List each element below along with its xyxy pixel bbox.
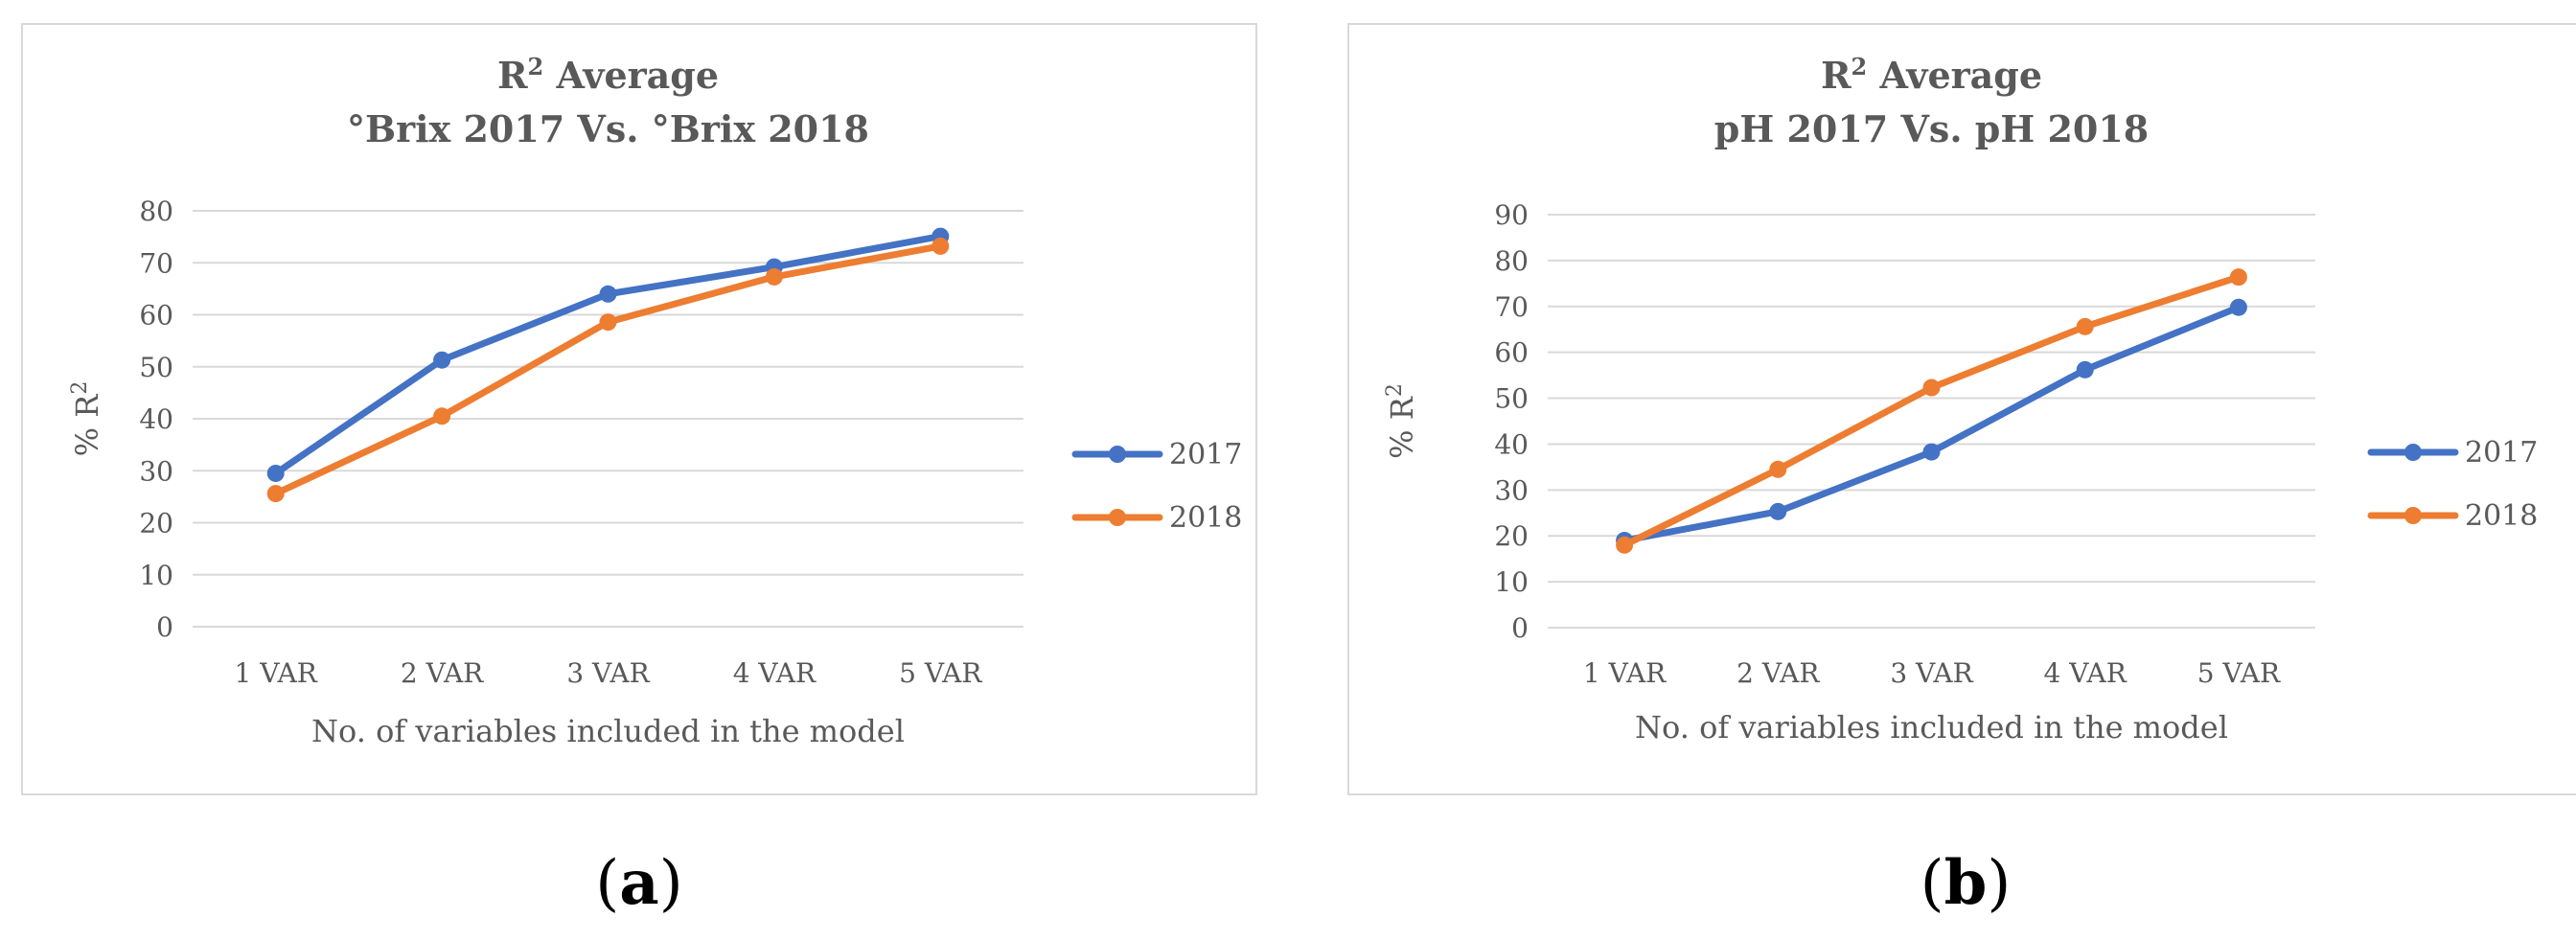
legend-label-b-2017: 2017 (2465, 436, 2538, 470)
data-point-b-2018-3 (1922, 379, 1941, 397)
chart-svg-a: R2 Average°Brix 2017 Vs. °Brix 201801020… (68, 53, 1242, 749)
legend-label-b-2018: 2018 (2465, 499, 2538, 533)
y-axis-label-a: % R2 (68, 381, 105, 457)
chart-title-line2-b: pH 2017 Vs. pH 2018 (1714, 107, 2150, 150)
x-tick-label-a-5: 5 VAR (899, 657, 982, 689)
caption-b-open: ( (1920, 848, 1944, 919)
data-point-b-2017-2 (1769, 502, 1787, 520)
data-point-b-2018-1 (1616, 536, 1634, 554)
data-point-a-2018-1 (266, 485, 285, 503)
chart-panel-b: R2 Average pH 2017 Vs. pH 2018 0 10 20 30 40 50… (1347, 23, 2576, 795)
data-point-a-2018-4 (765, 267, 783, 286)
data-point-b-2017-3 (1922, 443, 1941, 461)
chart-title-line1-b: R2 Average (1821, 53, 2042, 97)
y-tick-label-a-50: 50 (139, 352, 173, 383)
data-point-a-2017-1 (266, 464, 285, 482)
x-tick-label-b-3: 3 VAR (1890, 657, 1973, 689)
y-tick-label-a-60: 60 (139, 300, 173, 332)
y-axis-label-sup-a: 2 (68, 381, 92, 395)
y-tick-label-a-10: 10 (139, 560, 173, 591)
caption-a-close: ) (658, 848, 683, 919)
legend-marker-b-2018 (2404, 507, 2422, 524)
legend-marker-b-2017 (2404, 444, 2422, 461)
caption-b-letter: b (1944, 847, 1988, 919)
x-axis-label-a: No. of variables included in the model (311, 713, 905, 749)
y-tick-label-b-90: 90 (1494, 199, 1529, 231)
legend-label-a-2017: 2017 (1169, 438, 1242, 471)
y-tick-label-a-0: 0 (156, 611, 173, 643)
y-tick-label-b-20: 20 (1494, 520, 1529, 552)
legend-label-a-2018: 2018 (1169, 501, 1242, 535)
chart-title-line2-a: °Brix 2017 Vs. °Brix 2018 (347, 107, 869, 150)
caption-a-letter: a (619, 847, 659, 919)
x-axis-label-b: No. of variables included in the model (1635, 709, 2228, 746)
y-tick-label-b-80: 80 (1494, 245, 1529, 277)
data-point-a-2018-2 (433, 407, 451, 425)
x-tick-label-b-4: 4 VAR (2044, 657, 2128, 689)
x-tick-label-a-1: 1 VAR (235, 657, 318, 689)
legend-marker-a-2018 (1109, 509, 1126, 526)
x-tick-label-a-2: 2 VAR (401, 657, 484, 689)
chart-title-main-a: R (497, 54, 528, 97)
series-line-b-2018 (1621, 273, 2242, 549)
data-point-a-2017-3 (599, 285, 617, 303)
y-axis-label-main-a: % R (69, 394, 105, 457)
y-tick-label-b-70: 70 (1494, 291, 1529, 323)
y-axis-label-sup-b: 2 (1383, 383, 1407, 397)
y-tick-label-a-30: 30 (139, 455, 173, 487)
chart-title-line1-a: R2 Average (497, 53, 719, 97)
y-tick-label-b-50: 50 (1494, 383, 1529, 415)
y-tick-label-b-60: 60 (1494, 337, 1529, 369)
chart-title-sup-b: 2 (1852, 53, 1868, 80)
y-tick-label-a-80: 80 (139, 195, 173, 227)
y-tick-label-b-40: 40 (1494, 428, 1529, 460)
x-tick-label-b-2: 2 VAR (1736, 657, 1820, 689)
chart-title-rest-b: Average (1867, 54, 2042, 97)
data-point-a-2018-3 (599, 313, 617, 332)
caption-b-close: ) (1987, 848, 2012, 919)
caption-b: (b) (1822, 853, 2109, 915)
chart-title-rest-a: Average (543, 54, 719, 97)
y-axis-label-main-b: % R (1384, 396, 1420, 459)
x-tick-label-b-1: 1 VAR (1583, 657, 1667, 689)
data-point-b-2018-5 (2229, 268, 2247, 287)
series-line-b-2017 (1621, 304, 2242, 544)
data-point-b-2017-4 (2076, 360, 2094, 379)
x-tick-label-a-4: 4 VAR (733, 657, 816, 689)
y-tick-label-b-30: 30 (1494, 474, 1529, 506)
series-line-a-2018 (272, 242, 944, 497)
y-tick-label-b-0: 0 (1511, 612, 1529, 644)
data-point-b-2018-2 (1769, 460, 1787, 478)
y-axis-label-b: % R2 (1383, 383, 1420, 459)
chart-panel-a: R2 Average °Brix 2017 Vs. °Brix 2018 0 10 20… (21, 23, 1257, 795)
series-line-a-2017 (272, 233, 944, 477)
data-point-a-2017-2 (433, 351, 451, 369)
chart-title-main-b: R (1821, 54, 1852, 97)
x-tick-label-b-5: 5 VAR (2197, 657, 2281, 689)
data-point-a-2018-5 (932, 237, 950, 255)
caption-a-open: ( (595, 848, 620, 919)
y-tick-label-b-10: 10 (1494, 566, 1529, 598)
y-tick-label-a-40: 40 (139, 403, 173, 435)
legend-marker-a-2017 (1109, 446, 1126, 463)
chart-title-sup-a: 2 (528, 53, 544, 80)
y-tick-label-a-20: 20 (139, 508, 173, 539)
x-tick-label-a-3: 3 VAR (566, 657, 650, 689)
y-tick-label-a-70: 70 (139, 247, 173, 279)
data-point-b-2017-5 (2229, 298, 2247, 316)
data-point-b-2018-4 (2076, 317, 2094, 335)
caption-a: (a) (495, 853, 783, 915)
